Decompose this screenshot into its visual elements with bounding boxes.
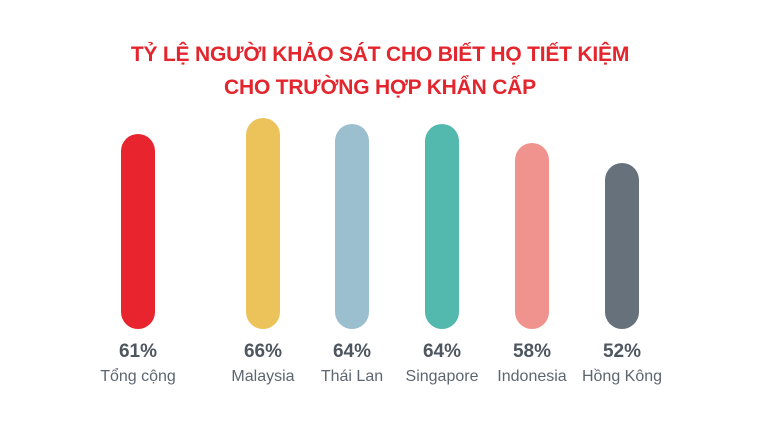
- bar-area: [387, 110, 497, 329]
- bar-hong-kong: [605, 162, 639, 329]
- category-label: Tổng cộng: [100, 368, 176, 385]
- bar-tong-cong: [121, 133, 155, 329]
- bar-area: [297, 110, 407, 329]
- category-label: Indonesia: [497, 368, 567, 385]
- value-label: 61%: [118, 341, 158, 362]
- bar-column-singapore: 64% Singapore: [387, 110, 497, 386]
- chart-title: TỶ LỆ NGƯỜI KHẢO SÁT CHO BIẾT HỌ TIẾT KI…: [0, 38, 760, 104]
- category-label: Thái Lan: [320, 368, 384, 385]
- category-label: Hồng Kông: [581, 368, 663, 385]
- value-label: 66%: [243, 341, 283, 362]
- bar-area: [208, 110, 318, 329]
- bar-singapore: [425, 124, 459, 329]
- bar-column-hong-kong: 52% Hồng Kông: [567, 110, 677, 386]
- bar-malaysia: [246, 117, 280, 329]
- bar-indonesia: [515, 143, 549, 329]
- bar-column-thai-lan: 64% Thái Lan: [297, 110, 407, 386]
- bar-thai-lan: [335, 124, 369, 329]
- category-label: Malaysia: [231, 368, 295, 385]
- chart-title-line2: CHO TRƯỜNG HỢP KHẨN CẤP: [224, 76, 536, 99]
- value-label: 64%: [332, 341, 372, 362]
- bar-column-malaysia: 66% Malaysia: [208, 110, 318, 386]
- bar-area: [477, 110, 587, 329]
- value-label: 52%: [602, 341, 642, 362]
- bar-area: [83, 110, 193, 329]
- value-label: 58%: [512, 341, 552, 362]
- bar-area: [567, 110, 677, 329]
- chart-title-line1: TỶ LỆ NGƯỜI KHẢO SÁT CHO BIẾT HỌ TIẾT KI…: [130, 43, 630, 66]
- category-label: Singapore: [405, 368, 479, 385]
- bar-column-tong-cong: 61% Tổng cộng: [83, 110, 193, 386]
- value-label: 64%: [422, 341, 462, 362]
- bar-column-indonesia: 58% Indonesia: [477, 110, 587, 386]
